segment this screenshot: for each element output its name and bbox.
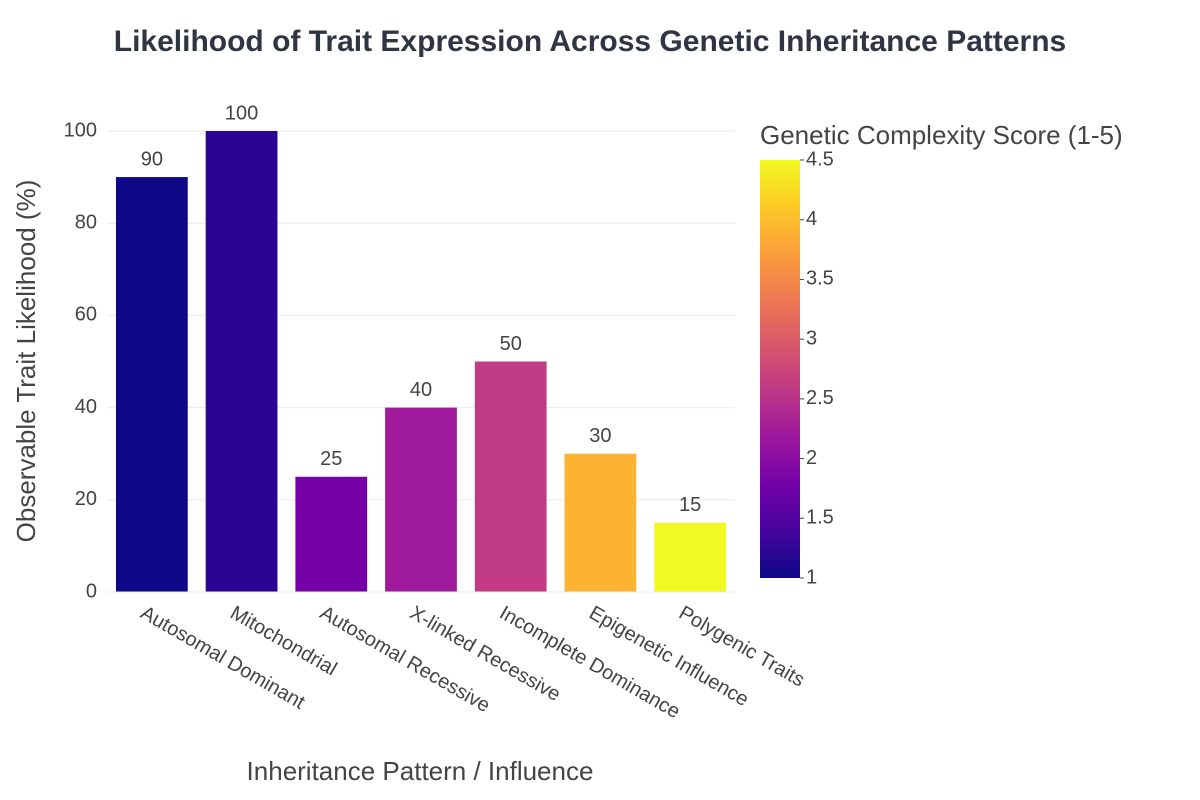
y-axis-title: Observable Trait Likelihood (%) (11, 180, 41, 543)
colorbar-tick-label: 3 (806, 327, 817, 349)
bar (385, 407, 457, 592)
bar (205, 131, 278, 592)
y-tick-label: 80 (75, 211, 97, 233)
bar (564, 453, 637, 592)
value-label: 100 (225, 102, 258, 124)
x-axis-title: Inheritance Pattern / Influence (247, 756, 594, 786)
bar (295, 476, 368, 592)
colorbar-tick-label: 4.5 (806, 148, 834, 170)
y-tick-label: 100 (64, 119, 97, 141)
value-label: 90 (141, 148, 163, 170)
colorbar-tick-label: 2 (806, 447, 817, 469)
colorbar-tick-label: 1.5 (806, 507, 834, 529)
x-tick-label: Autosomal Recessive (316, 602, 494, 717)
chart-title: Likelihood of Trait Expression Across Ge… (114, 25, 1067, 58)
y-tick-label: 40 (75, 396, 97, 418)
colorbar-tick-label: 2.5 (806, 387, 834, 409)
value-label: 30 (589, 425, 611, 447)
value-label: 50 (500, 333, 522, 355)
y-tick-label: 20 (75, 488, 97, 510)
bar (474, 361, 547, 592)
x-tick-label: X-linked Recessive (406, 602, 564, 706)
y-tick-label: 60 (75, 304, 97, 326)
colorbar-tick-label: 1 (806, 566, 817, 588)
x-tick-label: Autosomal Dominant (137, 602, 309, 714)
colorbar-tick-label: 3.5 (806, 268, 834, 290)
bar (115, 177, 188, 592)
value-label: 40 (410, 379, 432, 401)
colorbar (760, 160, 800, 578)
value-label: 15 (679, 494, 701, 516)
value-label: 25 (320, 448, 342, 470)
bar (654, 522, 727, 592)
colorbar-tick-label: 4 (806, 208, 817, 230)
colorbar-title: Genetic Complexity Score (1-5) (760, 120, 1123, 150)
y-tick-label: 0 (86, 580, 97, 602)
